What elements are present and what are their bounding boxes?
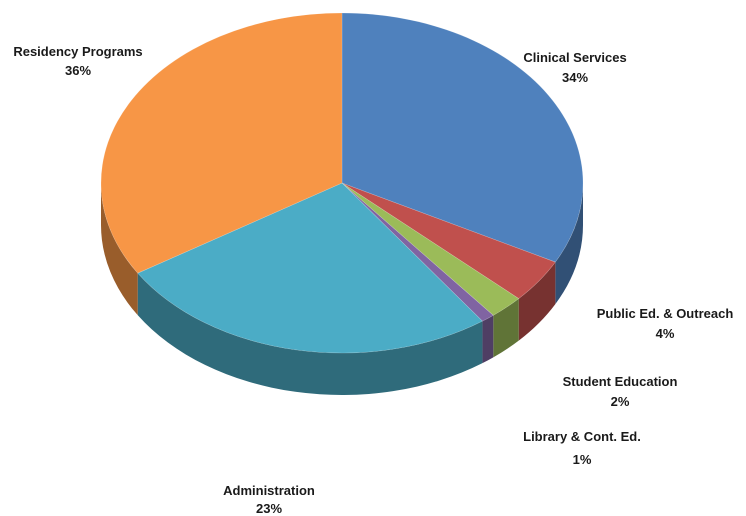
pie-side-2 — [493, 298, 519, 358]
slice-label-5: Residency Programs — [13, 44, 142, 59]
slice-value-label-2: 2% — [611, 394, 630, 409]
pie-slice-5 — [100, 12, 343, 274]
pie-sides — [101, 183, 583, 395]
slice-value-label-1: 4% — [656, 326, 675, 341]
pie-slice-1 — [341, 182, 556, 299]
pie-side-0 — [555, 183, 583, 305]
pie-slices — [100, 12, 584, 354]
slice-label-3: Library & Cont. Ed. — [523, 429, 641, 444]
slice-value-label-5: 36% — [65, 63, 91, 78]
pie-side-1 — [518, 262, 556, 341]
pie-slice-0 — [341, 12, 584, 263]
slice-label-4: Administration — [223, 483, 315, 498]
pie-labels: Clinical Services 34% Public Ed. & Outreac… — [13, 44, 733, 516]
pie-slice-4 — [137, 182, 483, 354]
slice-label-0: Clinical Services — [523, 50, 626, 65]
slice-value-label-4: 23% — [256, 501, 282, 516]
slice-label-1: Public Ed. & Outreach — [597, 306, 734, 321]
pie-side-3 — [482, 315, 494, 364]
pie-side-5 — [101, 183, 138, 316]
pie-slice-3 — [341, 182, 494, 322]
slice-value-label-0: 34% — [562, 70, 588, 85]
pie-slice-2 — [341, 182, 520, 316]
slice-label-2: Student Education — [563, 374, 678, 389]
slice-value-label-3: 1% — [573, 452, 592, 467]
pie-side-4 — [137, 273, 483, 395]
